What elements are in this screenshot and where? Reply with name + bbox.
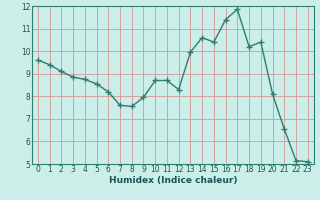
X-axis label: Humidex (Indice chaleur): Humidex (Indice chaleur) — [108, 176, 237, 185]
